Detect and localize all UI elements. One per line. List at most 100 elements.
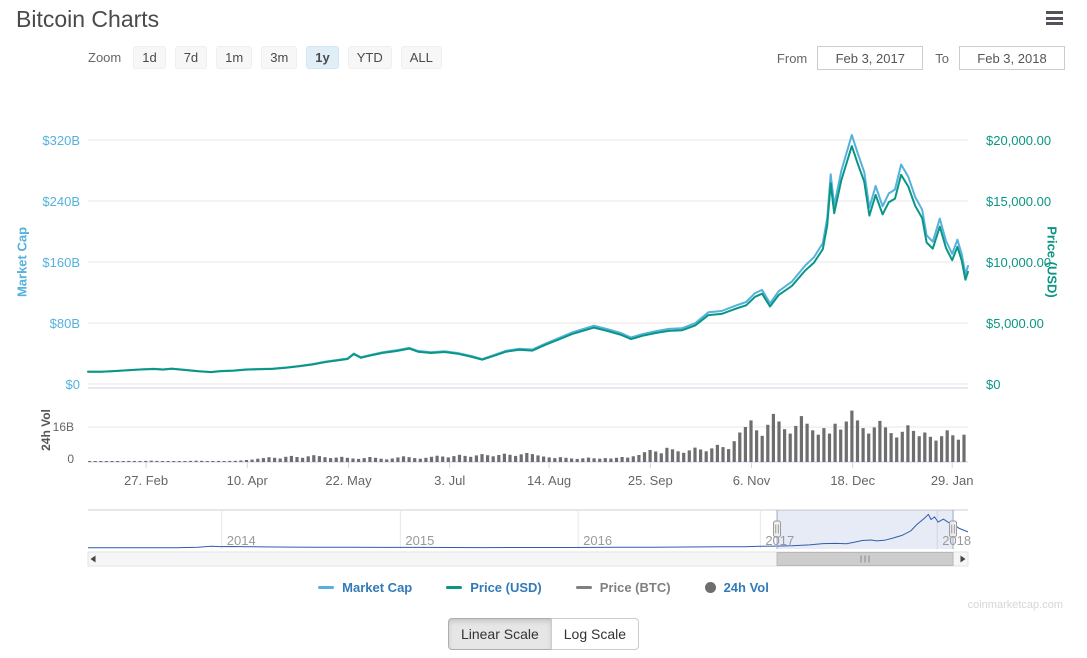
- volume-bar: [155, 460, 159, 462]
- scrollbar-left-arrow[interactable]: [90, 555, 96, 563]
- volume-bar: [760, 435, 764, 463]
- volume-bar: [766, 424, 770, 462]
- legend-item-price-usd[interactable]: Price (USD): [446, 580, 542, 595]
- volume-bar: [816, 434, 820, 462]
- volume-bar: [418, 458, 422, 462]
- volume-bar: [188, 460, 193, 462]
- zoom-button-ytd[interactable]: YTD: [347, 46, 392, 69]
- volume-bar: [693, 447, 697, 462]
- volume-bar: [928, 436, 932, 462]
- volume-bar: [216, 460, 221, 462]
- volume-bar: [250, 459, 254, 462]
- volume-bar: [687, 450, 691, 462]
- volume-bar: [222, 461, 226, 462]
- volume-bar: [200, 460, 204, 462]
- x-axis-label: 29. Jan: [930, 473, 974, 488]
- volume-bar: [160, 461, 165, 462]
- volume-bar: [558, 457, 562, 462]
- log-scale-button[interactable]: Log Scale: [550, 618, 640, 650]
- navigator-year-label: 2017: [765, 533, 795, 548]
- volume-bar: [833, 423, 837, 462]
- volume-bar: [850, 410, 854, 462]
- volume-bar: [486, 455, 490, 462]
- volume-bar: [110, 461, 114, 462]
- hamburger-menu-icon[interactable]: [1046, 11, 1063, 25]
- legend-item-market-cap[interactable]: Market Cap: [318, 580, 412, 595]
- volume-bar: [267, 457, 271, 462]
- volume-bar: [469, 456, 473, 463]
- legend-label: Price (BTC): [599, 580, 671, 595]
- volume-bar: [183, 461, 187, 462]
- volume-bar: [911, 430, 916, 462]
- volume-bar: [620, 457, 624, 462]
- volume-bar: [373, 457, 378, 462]
- legend-item-24h-vol[interactable]: 24h Vol: [704, 580, 769, 595]
- x-axis-label: 18. Dec: [830, 473, 876, 488]
- volume-bar: [872, 427, 876, 462]
- volume-bar: [379, 458, 383, 462]
- volume-bar: [861, 428, 865, 462]
- volume-bar: [542, 456, 546, 462]
- volume-bar: [547, 457, 551, 462]
- volume-bar: [642, 452, 647, 462]
- volume-bar: [357, 458, 361, 462]
- to-date-input[interactable]: [959, 46, 1065, 70]
- legend-label: Market Cap: [342, 580, 413, 595]
- right-axis-tick: $10,000.00: [986, 255, 1052, 270]
- linear-scale-button[interactable]: Linear Scale: [447, 618, 552, 650]
- date-range-group: From To: [777, 46, 1065, 70]
- volume-bar: [166, 461, 170, 462]
- navigator-selection[interactable]: [777, 510, 954, 549]
- from-date-input[interactable]: [817, 46, 924, 70]
- volume-bar: [177, 461, 181, 462]
- volume-bar: [312, 455, 316, 462]
- scrollbar-track[interactable]: [87, 551, 969, 567]
- volume-bar: [502, 453, 506, 462]
- zoom-button-3m[interactable]: 3m: [261, 46, 298, 69]
- zoom-button-1y[interactable]: 1y: [306, 46, 339, 69]
- volume-bar: [93, 461, 97, 462]
- volume-bar: [256, 458, 260, 462]
- volume-bar: [917, 436, 921, 462]
- x-axis-label: 14. Aug: [527, 473, 572, 488]
- volume-bar: [301, 457, 305, 462]
- volume-bar: [368, 457, 372, 462]
- volume-bar: [900, 431, 904, 462]
- volume-bar: [788, 433, 792, 462]
- volume-bar: [827, 433, 832, 462]
- volume-bar: [407, 457, 411, 462]
- zoom-button-1d[interactable]: 1d: [133, 46, 166, 69]
- volume-bar: [794, 425, 798, 462]
- volume-bar: [149, 460, 153, 462]
- volume-bar: [654, 451, 658, 462]
- watermark: coinmarketcap.com: [967, 599, 1063, 611]
- zoom-button-all[interactable]: ALL: [400, 46, 442, 69]
- volume-bar: [777, 421, 781, 462]
- volume-bar: [317, 456, 321, 462]
- scale-toggle-group: Linear Scale Log Scale: [0, 618, 1087, 650]
- volume-bar: [822, 428, 826, 462]
- zoom-button-7d[interactable]: 7d: [174, 46, 208, 69]
- volume-bar: [205, 461, 209, 462]
- volume-bar: [783, 429, 787, 462]
- zoom-button-1m[interactable]: 1m: [216, 46, 253, 69]
- volume-bar: [659, 453, 663, 463]
- x-axis-label: 22. May: [325, 473, 372, 488]
- menu-bar: [1046, 11, 1063, 14]
- scrollbar-right-arrow[interactable]: [960, 555, 966, 563]
- from-label: From: [776, 50, 808, 66]
- volume-bar: [441, 456, 445, 462]
- volume-bar: [261, 458, 265, 462]
- volume-bar: [844, 421, 848, 462]
- volume-bar: [345, 457, 349, 462]
- volume-bar: [889, 433, 893, 462]
- volume-bar: [514, 455, 518, 462]
- page-title: Bitcoin Charts: [16, 6, 160, 32]
- volume-bar: [536, 455, 540, 462]
- right-axis-tick: $15,000.00: [986, 194, 1052, 209]
- chart-toolbar: Zoom 1d 7d 1m 3m 1y YTD ALL From To: [0, 46, 1087, 74]
- legend-item-price-btc[interactable]: Price (BTC): [575, 580, 671, 595]
- volume-bar: [581, 458, 585, 462]
- price-usd-swatch: [446, 586, 463, 589]
